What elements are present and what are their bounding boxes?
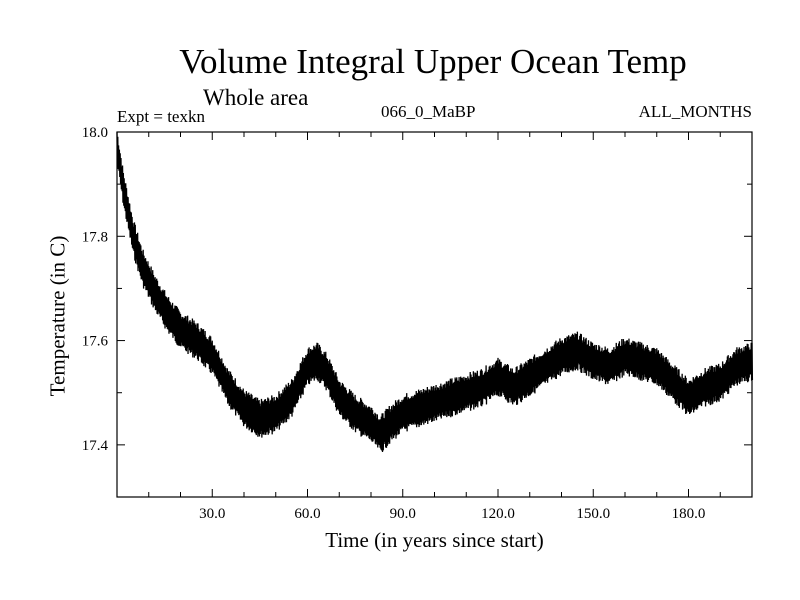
y-tick-label: 18.0 <box>82 125 108 141</box>
chart-title: Volume Integral Upper Ocean Temp <box>179 42 687 81</box>
period-label: 066_0_MaBP <box>381 102 476 121</box>
y-tick-label: 17.8 <box>82 229 108 245</box>
y-axis-label: Temperature (in C) <box>45 235 70 397</box>
x-tick-label: 180.0 <box>672 506 706 522</box>
x-tick-label: 60.0 <box>294 506 320 522</box>
y-tick-label: 17.6 <box>82 334 109 350</box>
x-tick-label: 150.0 <box>576 506 610 522</box>
x-axis-label: Time (in years since start) <box>325 528 544 552</box>
experiment-label: Expt = texkn <box>117 107 205 126</box>
months-label: ALL_MONTHS <box>638 102 752 121</box>
y-tick-label: 17.4 <box>82 438 109 454</box>
plot-frame <box>116 131 753 498</box>
x-tick-label: 90.0 <box>390 506 416 522</box>
x-tick-label: 120.0 <box>481 506 515 522</box>
x-tick-label: 30.0 <box>199 506 225 522</box>
temperature-series-line <box>116 132 754 452</box>
chart-subtitle: Whole area <box>203 85 309 110</box>
